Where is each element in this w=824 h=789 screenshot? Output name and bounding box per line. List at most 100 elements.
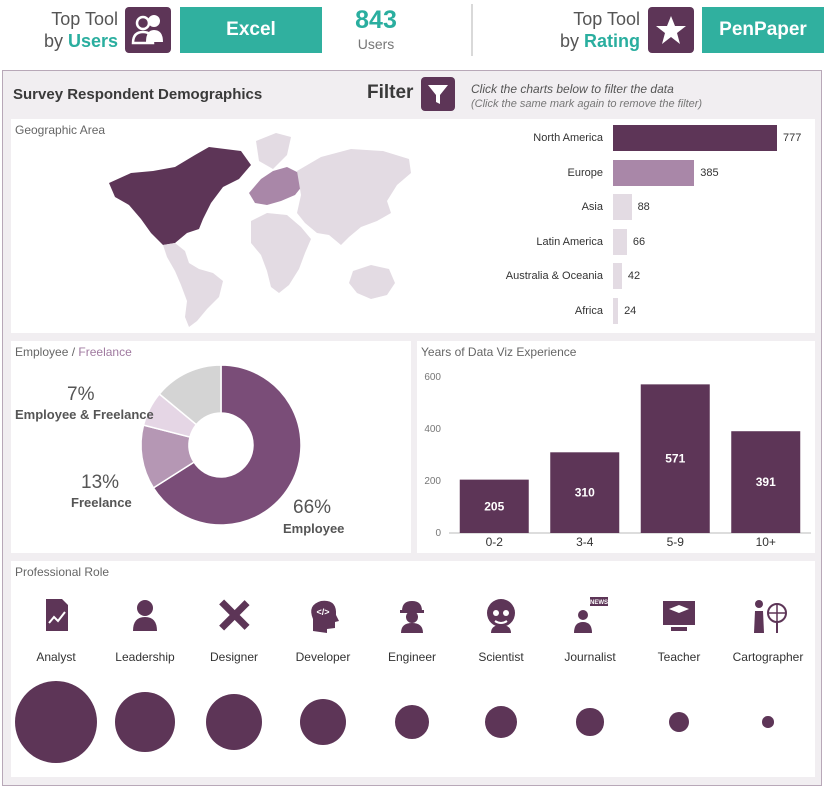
role-label-developer: Developer [295,650,351,664]
role-label-engineer: Engineer [387,650,437,664]
role-label-scientist: Scientist [478,650,524,664]
employment-title-separator: / [68,345,79,359]
geo-bar-australia-oceania[interactable] [613,263,622,290]
experience-bar-10[interactable] [731,431,801,533]
star-icon [648,7,694,53]
kpi-top-users-label: Top Tool by Users [40,8,118,52]
role-bubble-engineer[interactable] [395,705,429,739]
top-tool-rating-value[interactable]: PenPaper [702,7,824,53]
kpi-users-prefix: by [43,31,68,51]
filter-hint-secondary: (Click the same mark again to remove the… [471,98,703,110]
kpi-users-line1: Top Tool [51,9,118,29]
hardhat-engineer-icon[interactable] [392,595,432,635]
experience-ytick: 0 [435,528,441,539]
geo-value-latin-america: 66 [632,235,646,248]
user-count: 843 Users [330,6,422,52]
experience-bar-0-2[interactable] [459,479,529,533]
map-asia [297,149,411,245]
geo-category-africa: Africa [574,305,603,317]
kpi-rating-line2: by Rating [552,30,640,52]
kpi-users-line2: by Users [40,30,118,52]
map-australia [349,265,395,299]
role-label-cartographer: Cartographer [732,650,804,664]
role-title: Professional Role [15,565,110,579]
experience-category-3-4: 3-4 [576,535,594,549]
geo-value-australia-oceania: 42 [627,270,641,283]
experience-category-5-9: 5-9 [667,535,685,549]
experience-value-label: 571 [665,452,685,466]
geo-value-africa: 24 [624,305,637,317]
experience-bar-5-9[interactable] [640,384,710,533]
news-journalist-icon[interactable]: NEWS [570,595,610,635]
filter-label: Filter [367,82,414,103]
geographic-bar-chart[interactable]: North America 777 Europe 385 Asia 88 Latin Ame… [481,119,815,333]
geo-bar-europe[interactable] [613,159,695,186]
experience-ytick: 200 [424,476,441,487]
user-count-unit: Users [357,36,395,52]
kpi-top-rating-label: Top Tool by Rating [552,8,640,52]
geo-bar-asia[interactable] [613,194,632,221]
kpi-rating-highlight: Rating [584,31,640,51]
role-bubble-teacher[interactable] [668,711,690,733]
dashboard-title: Survey Respondent Demographics [13,86,263,103]
developer-head-icon[interactable]: </> [303,595,343,635]
role-label-analyst: Analyst [36,650,76,664]
kpi-rating-line1: Top Tool [573,9,640,29]
role-panel: Professional Role Analyst Leadership Desig… [11,561,815,777]
geo-category-australia-oceania: Australia & Oceania [505,270,603,283]
funnel-icon[interactable] [421,77,455,111]
role-bubble-scientist[interactable] [485,706,517,738]
experience-value-label: 205 [484,499,504,513]
experience-bar-3-4[interactable] [550,452,620,533]
donut-slice-employee[interactable] [152,364,302,526]
experience-value-label: 391 [756,475,776,489]
geo-bar-latin-america[interactable] [613,228,627,255]
map-europe [249,167,303,205]
map-north-america [109,147,251,245]
experience-panel: Years of Data Viz Experience 0 200 400 600 2… [417,341,815,553]
role-bubble-cartographer[interactable] [762,716,774,728]
role-bubble-chart[interactable]: Analyst Leadership Designer </> Developer Eng… [11,561,815,777]
geographic-panel: Geographic Area North America 777 Europe 38… [11,119,815,333]
employment-donut-chart[interactable] [121,345,321,545]
analyst-chart-icon[interactable] [36,595,76,635]
users-icon [125,7,171,53]
pct-freelance: 13% [81,472,120,493]
filter-hint: Click the charts below to filter the dat… [471,82,674,96]
role-bubble-developer[interactable] [299,698,347,746]
donut-slice-unspecified[interactable] [158,364,222,426]
map-africa [251,213,311,293]
geo-value-asia: 88 [637,201,650,214]
ruler-pencil-icon[interactable] [214,595,254,635]
name-freelance: Freelance [71,495,132,510]
kpi-users-highlight: Users [67,31,118,51]
geo-bar-north-america[interactable] [613,125,777,151]
svg-text:</>: </> [316,607,329,617]
world-map[interactable] [91,121,411,331]
experience-bar-chart[interactable]: 0 200 400 600 205 0-2 310 3-4 571 5-9 391 10+ [417,341,815,553]
kpi-rating-prefix: by [559,31,584,51]
scientist-icon[interactable] [481,595,521,635]
geo-value-north-america: 777 [783,132,802,144]
geo-category-latin-america: Latin America [536,235,603,248]
leader-person-icon[interactable] [125,595,165,635]
role-bubble-journalist[interactable] [576,708,604,736]
svg-text:NEWS: NEWS [590,600,608,606]
employment-title-employee: Employee [15,345,69,359]
experience-value-label: 310 [575,486,595,500]
employment-title: Employee / Freelance [15,345,132,359]
employment-panel: Employee / Freelance 7% Employee & Freel… [11,341,411,553]
globe-cartographer-icon[interactable] [748,595,788,635]
pct-employee-freelance: 7% [67,384,95,405]
teacher-board-icon[interactable] [659,595,699,635]
geo-bar-africa[interactable] [613,298,619,324]
experience-category-10: 10+ [756,535,776,549]
map-latin-america [163,243,223,327]
experience-ytick: 600 [424,372,441,383]
role-bubble-analyst[interactable] [15,681,97,763]
dashboard-frame: Survey Respondent Demographics Filter Cl… [2,70,822,786]
role-bubble-designer[interactable] [205,693,263,751]
role-bubble-leadership[interactable] [115,692,175,752]
top-tool-users-value[interactable]: Excel [180,7,322,53]
geo-category-asia: Asia [581,201,603,214]
